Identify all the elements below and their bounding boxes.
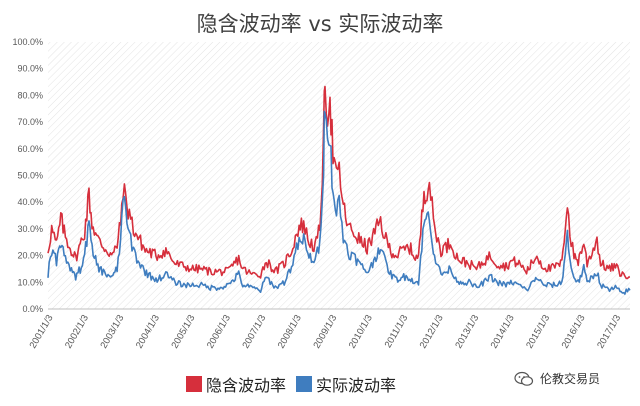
- y-tick-label: 40.0%: [17, 197, 43, 207]
- legend: 隐含波动率 实际波动率: [186, 372, 406, 396]
- x-tick-label: 2012/1/3: [418, 313, 446, 351]
- y-tick-label: 50.0%: [17, 171, 43, 181]
- legend-label-implied: 隐含波动率: [206, 376, 287, 395]
- legend-item-realized: 实际波动率: [296, 372, 396, 396]
- x-tick-label: 2009/1/3: [311, 313, 339, 351]
- x-tick-label: 2003/1/3: [98, 313, 126, 351]
- series-line-realized: [47, 110, 631, 295]
- x-tick-label: 2008/1/3: [276, 313, 304, 351]
- y-tick-label: 20.0%: [17, 251, 43, 261]
- chart-title: 隐含波动率 vs 实际波动率: [196, 12, 444, 36]
- legend-label-realized: 实际波动率: [316, 376, 397, 395]
- y-tick-label: 0.0%: [22, 304, 43, 314]
- series-lines: [47, 85, 631, 295]
- y-tick-label: 30.0%: [17, 224, 43, 234]
- x-axis-ticks: 2001/1/3 2002/1/3 2003/1/3 2004/1/3 2005/1/3…: [28, 313, 624, 351]
- chart-plot: 0.0% 10.0% 20.0% 30.0% 40.0% 50.0% 60.0% 70.0% 8…: [12, 37, 631, 351]
- x-tick-label: 2002/1/3: [63, 313, 91, 351]
- legend-swatch-implied: [186, 376, 202, 392]
- x-tick-label: 2001/1/3: [28, 313, 56, 351]
- x-tick-label: 2014/1/3: [489, 313, 517, 351]
- y-axis-ticks: 0.0% 10.0% 20.0% 30.0% 40.0% 50.0% 60.0% 70.0% 8…: [12, 37, 43, 314]
- x-tick-label: 2006/1/3: [205, 313, 233, 351]
- series-line-implied: [47, 85, 631, 280]
- y-tick-label: 10.0%: [17, 277, 43, 287]
- y-tick-label: 80.0%: [17, 90, 43, 100]
- watermark-text: 伦教交易员: [540, 372, 601, 386]
- legend-swatch-realized: [296, 376, 313, 392]
- y-tick-label: 90.0%: [17, 64, 43, 74]
- legend-item-implied: 隐含波动率: [186, 372, 286, 396]
- watermark: 伦教交易员: [514, 370, 600, 387]
- x-tick-label: 2007/1/3: [240, 313, 268, 351]
- y-tick-label: 70.0%: [17, 117, 43, 127]
- y-tick-label: 60.0%: [17, 144, 43, 154]
- x-tick-label: 2017/1/3: [595, 313, 623, 351]
- x-tick-label: 2005/1/3: [169, 313, 197, 351]
- x-tick-label: 2015/1/3: [524, 313, 552, 351]
- wechat-icon: [514, 371, 534, 386]
- x-tick-label: 2013/1/3: [453, 313, 481, 351]
- x-tick-label: 2016/1/3: [560, 313, 588, 351]
- x-tick-label: 2011/1/3: [383, 313, 411, 350]
- plot-area-background: [48, 42, 630, 309]
- x-tick-label: 2010/1/3: [347, 313, 375, 351]
- y-tick-label: 100.0%: [12, 37, 43, 47]
- x-tick-label: 2004/1/3: [134, 313, 162, 351]
